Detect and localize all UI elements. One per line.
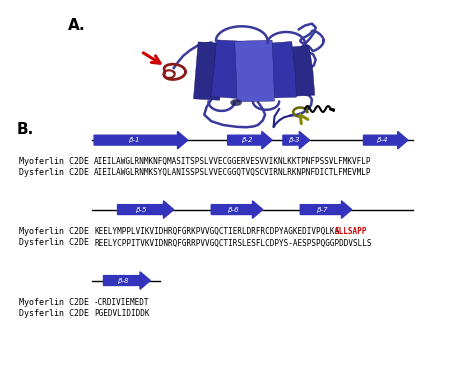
PathPatch shape — [211, 40, 248, 99]
PathPatch shape — [235, 40, 274, 102]
Text: -CRDIVIEMEDT: -CRDIVIEMEDT — [94, 298, 150, 307]
Ellipse shape — [230, 99, 242, 106]
FancyArrow shape — [228, 131, 272, 149]
PathPatch shape — [193, 42, 224, 100]
FancyArrow shape — [283, 131, 310, 149]
FancyArrow shape — [364, 131, 408, 149]
Text: β-3: β-3 — [288, 137, 300, 143]
Text: AIEILAWGLRNMKSYQLANISSPSLVVECGGQTVQSCVIRNLRKNPNFDICTLFMEVMLP: AIEILAWGLRNMKSYQLANISSPSLVVECGGQTVQSCVIR… — [94, 168, 372, 177]
Text: A.: A. — [68, 18, 86, 33]
Text: β-8: β-8 — [118, 278, 129, 283]
FancyArrow shape — [118, 201, 174, 218]
Text: Dysferlin C2DE: Dysferlin C2DE — [19, 238, 89, 248]
Text: AIEILAWGLRNMKNFQMASITSPSLVVECGGERVESVVIKNLKKTPNFPSSVLFMKVFLP: AIEILAWGLRNMKNFQMASITSPSLVVECGGERVESVVIK… — [94, 157, 372, 166]
Text: Dysferlin C2DE: Dysferlin C2DE — [19, 168, 89, 177]
Text: β-5: β-5 — [136, 207, 147, 213]
FancyArrow shape — [300, 201, 352, 218]
Text: β-6: β-6 — [227, 207, 238, 213]
FancyArrow shape — [211, 201, 263, 218]
Text: KEELYMPPLVIKVIDHRQFGRKPVVGQCTIERLDRFRCDPYAGKEDIVPQLKA: KEELYMPPLVIKVIDHRQFGRKPVVGQCTIERLDRFRCDP… — [94, 227, 339, 236]
Text: β-1: β-1 — [128, 137, 139, 143]
FancyArrowPatch shape — [300, 115, 308, 124]
Text: REELYCPPITVKVIDNRQFGRRPVVGQCTIRSLESFLCDPYS-AESPSPQGGPDDVSLLS: REELYCPPITVKVIDNRQFGRRPVVGQCTIRSLESFLCDP… — [94, 238, 372, 248]
Text: Myoferlin C2DE: Myoferlin C2DE — [19, 157, 89, 166]
Text: B.: B. — [17, 122, 34, 137]
Text: Dysferlin C2DE: Dysferlin C2DE — [19, 310, 89, 318]
Text: Myoferlin C2DE: Myoferlin C2DE — [19, 298, 89, 307]
FancyArrow shape — [94, 131, 188, 149]
FancyArrow shape — [103, 272, 150, 289]
FancyArrowPatch shape — [143, 53, 160, 63]
PathPatch shape — [262, 42, 296, 98]
Text: PGEDVLIDIDDK: PGEDVLIDIDDK — [94, 310, 150, 318]
Text: SLLSAPP: SLLSAPP — [334, 227, 366, 236]
Text: β-2: β-2 — [241, 137, 252, 143]
Text: β-4: β-4 — [376, 137, 388, 143]
Text: Myoferlin C2DE: Myoferlin C2DE — [19, 227, 89, 236]
PathPatch shape — [287, 45, 315, 96]
Text: β-7: β-7 — [316, 207, 328, 213]
